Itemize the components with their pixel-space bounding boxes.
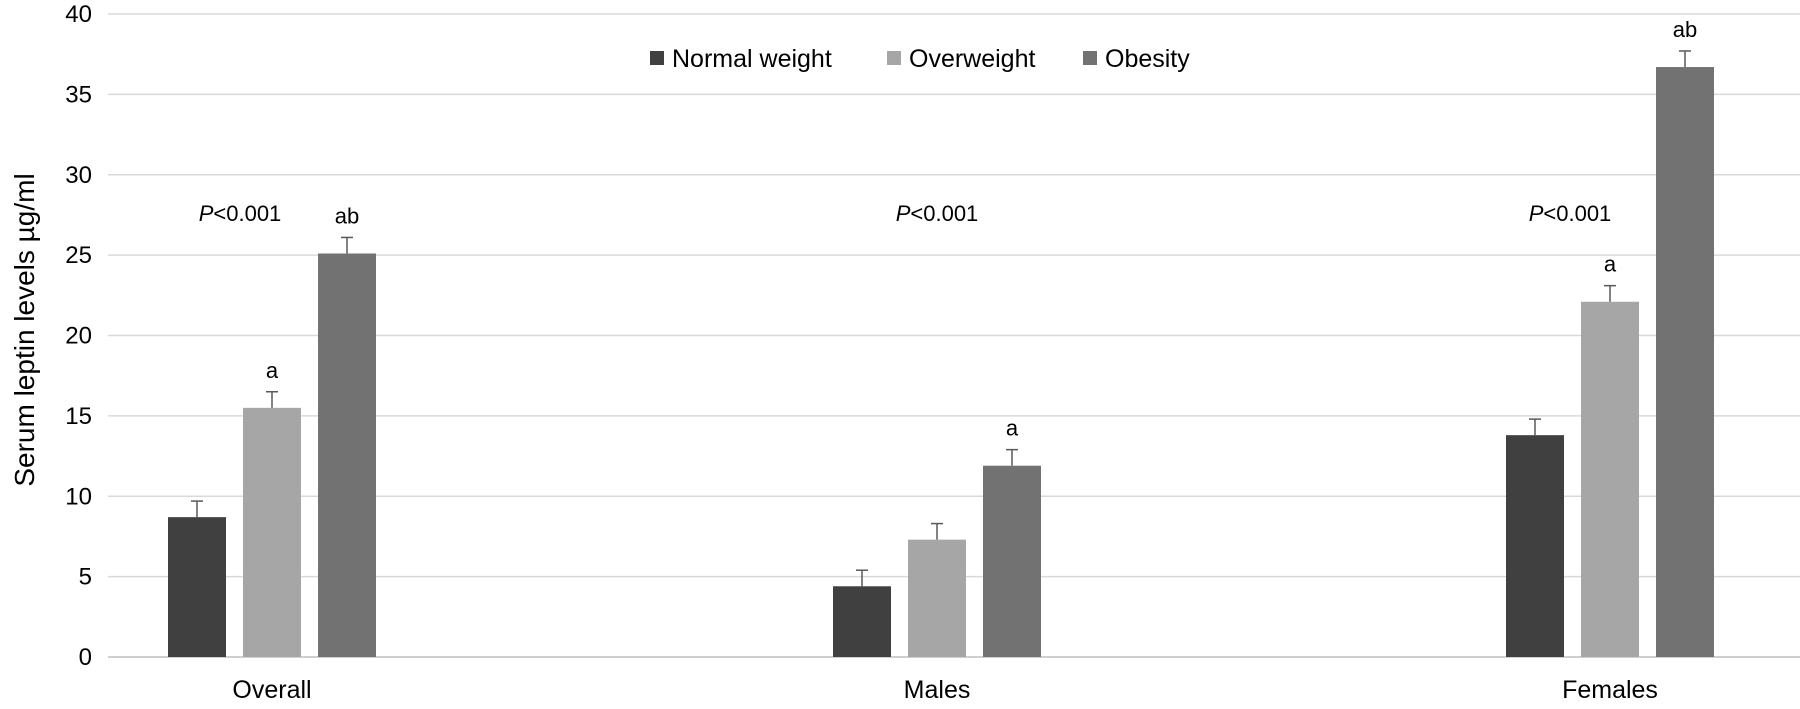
x-axis-categories: Overall Males Females — [232, 676, 1658, 704]
bar — [318, 253, 376, 657]
x-category-label: Overall — [232, 676, 311, 704]
legend-swatch — [1083, 51, 1097, 65]
y-tick-label: 35 — [65, 81, 92, 108]
bar — [168, 517, 226, 657]
y-tick-label: 10 — [65, 483, 92, 510]
bar — [1506, 435, 1564, 657]
y-tick-label: 5 — [79, 564, 92, 591]
y-tick-label: 40 — [65, 1, 92, 28]
legend-label: Normal weight — [672, 45, 832, 73]
significance-label: ab — [1673, 17, 1697, 42]
p-value-label: P<0.001 — [199, 201, 282, 226]
p-value-label: P<0.001 — [896, 201, 979, 226]
bar — [833, 586, 891, 657]
y-tick-label: 0 — [79, 644, 92, 671]
y-tick-label: 20 — [65, 323, 92, 350]
legend-label: Obesity — [1105, 45, 1190, 73]
bar — [243, 407, 301, 657]
legend-swatch — [650, 51, 664, 65]
legend-label: Overweight — [909, 45, 1035, 73]
p-value-label: P<0.001 — [1529, 201, 1612, 226]
bars — [168, 50, 1714, 658]
significance-label: a — [1604, 252, 1617, 277]
significance-label: ab — [335, 203, 359, 228]
gridlines — [108, 13, 1800, 658]
significance-label: a — [266, 358, 279, 383]
y-tick-label: 25 — [65, 242, 92, 269]
bar — [983, 465, 1041, 657]
annotations: a ab P<0.001 a P<0.001 a ab P<0.001 — [199, 17, 1698, 441]
legend-swatch — [887, 51, 901, 65]
x-category-label: Females — [1562, 676, 1658, 704]
y-axis-ticks: 0 5 10 15 20 25 30 35 40 — [65, 1, 92, 671]
x-category-label: Males — [904, 676, 971, 704]
y-tick-label: 15 — [65, 403, 92, 430]
y-tick-label: 30 — [65, 162, 92, 189]
bar — [1656, 67, 1714, 658]
bar — [908, 539, 966, 657]
bar — [1581, 301, 1639, 657]
y-axis-title: Serum leptin levels µg/ml — [9, 173, 40, 486]
significance-label: a — [1006, 416, 1019, 441]
legend: Normal weight Overweight Obesity — [650, 45, 1190, 73]
